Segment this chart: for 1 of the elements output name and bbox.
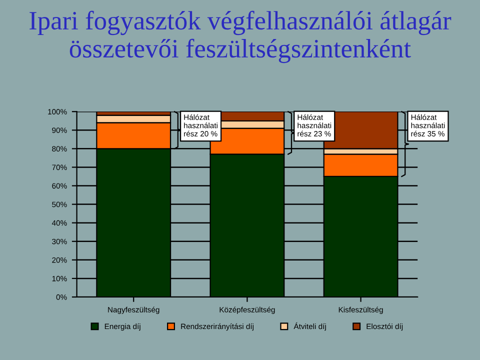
chart-title: Ipari fogyasztók végfelhasználói átlagár összetevői feszültségszintenként — [30, 10, 452, 64]
